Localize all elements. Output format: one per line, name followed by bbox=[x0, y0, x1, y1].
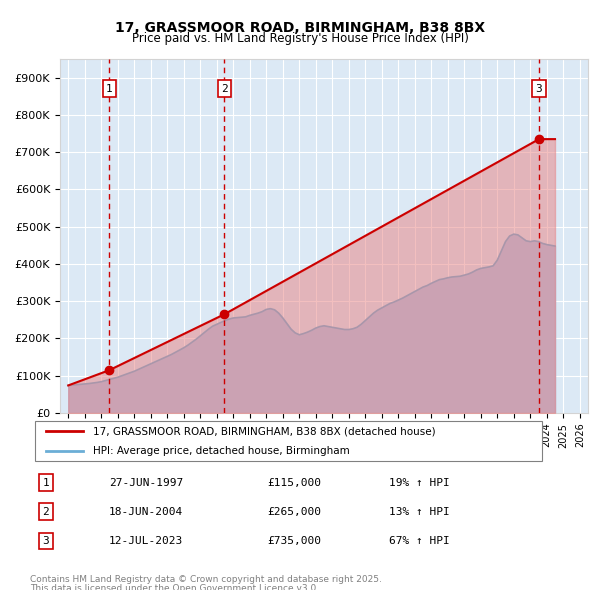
Text: 1: 1 bbox=[106, 84, 113, 94]
Text: 1: 1 bbox=[43, 477, 49, 487]
Text: Contains HM Land Registry data © Crown copyright and database right 2025.: Contains HM Land Registry data © Crown c… bbox=[30, 575, 382, 584]
Text: 18-JUN-2004: 18-JUN-2004 bbox=[109, 507, 184, 517]
Text: 3: 3 bbox=[536, 84, 542, 94]
Text: 17, GRASSMOOR ROAD, BIRMINGHAM, B38 8BX: 17, GRASSMOOR ROAD, BIRMINGHAM, B38 8BX bbox=[115, 21, 485, 35]
Text: 13% ↑ HPI: 13% ↑ HPI bbox=[389, 507, 450, 517]
Text: £115,000: £115,000 bbox=[268, 477, 322, 487]
FancyBboxPatch shape bbox=[35, 421, 542, 461]
Text: £265,000: £265,000 bbox=[268, 507, 322, 517]
Text: 19% ↑ HPI: 19% ↑ HPI bbox=[389, 477, 450, 487]
Text: £735,000: £735,000 bbox=[268, 536, 322, 546]
Text: 2: 2 bbox=[221, 84, 228, 94]
Text: 3: 3 bbox=[43, 536, 49, 546]
Text: 27-JUN-1997: 27-JUN-1997 bbox=[109, 477, 184, 487]
Text: 12-JUL-2023: 12-JUL-2023 bbox=[109, 536, 184, 546]
Text: 2: 2 bbox=[43, 507, 49, 517]
Text: Price paid vs. HM Land Registry's House Price Index (HPI): Price paid vs. HM Land Registry's House … bbox=[131, 32, 469, 45]
Text: 67% ↑ HPI: 67% ↑ HPI bbox=[389, 536, 450, 546]
Text: This data is licensed under the Open Government Licence v3.0.: This data is licensed under the Open Gov… bbox=[30, 584, 319, 590]
Text: 17, GRASSMOOR ROAD, BIRMINGHAM, B38 8BX (detached house): 17, GRASSMOOR ROAD, BIRMINGHAM, B38 8BX … bbox=[94, 427, 436, 436]
Text: HPI: Average price, detached house, Birmingham: HPI: Average price, detached house, Birm… bbox=[94, 446, 350, 455]
